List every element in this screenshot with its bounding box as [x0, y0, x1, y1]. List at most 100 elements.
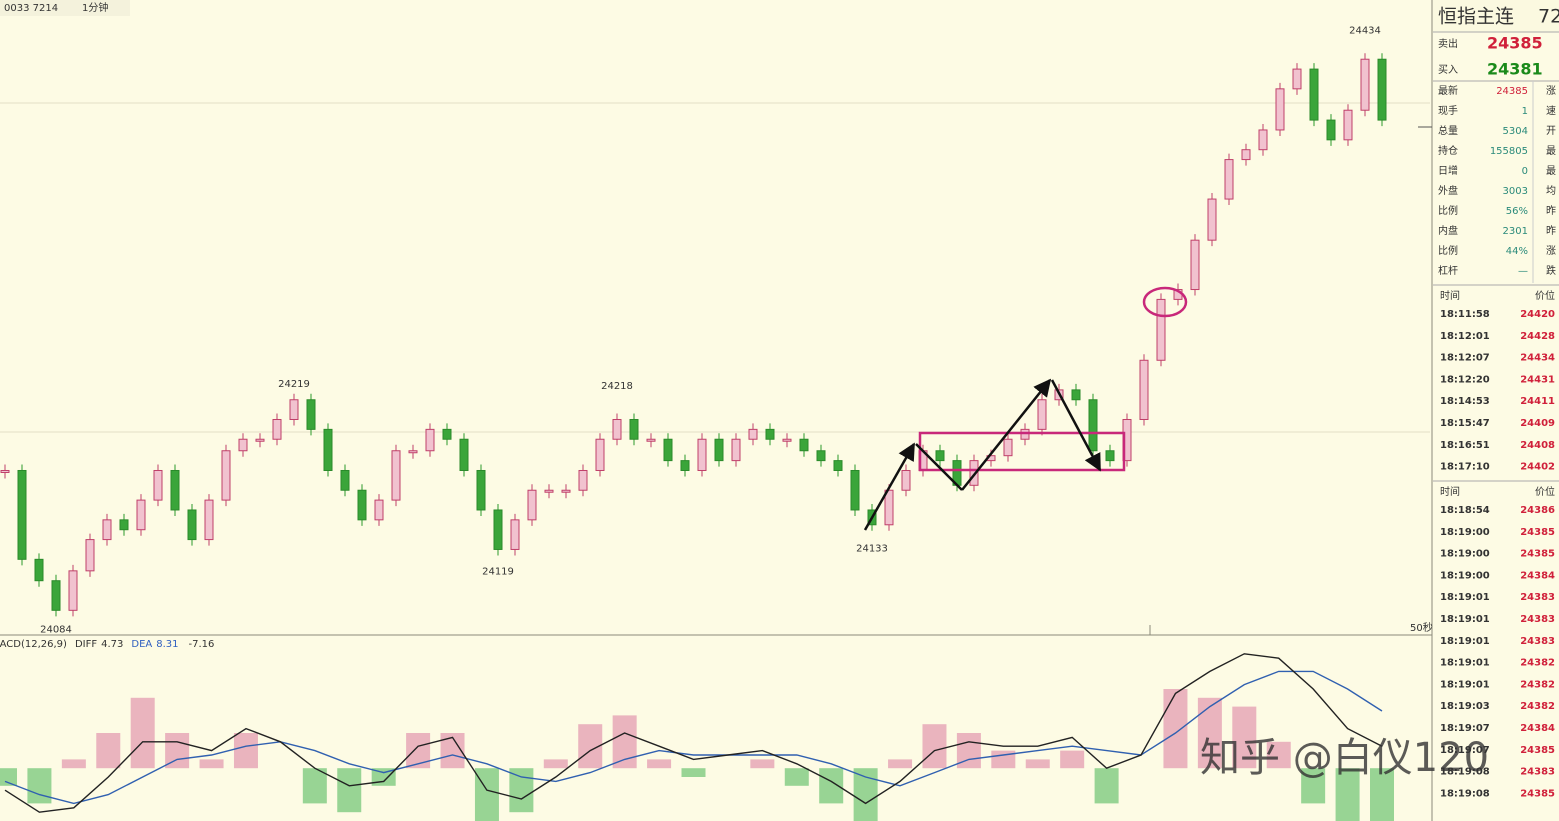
macd-header: MACD(12,26,9) DIFF 4.73 DEA 8.31 -7.16 — [0, 639, 214, 650]
candle — [102, 519, 112, 541]
candle — [289, 399, 299, 420]
candle — [663, 438, 673, 462]
stat-label: 日增 — [1438, 164, 1458, 177]
candle — [153, 469, 163, 501]
highlight-ellipse — [1142, 286, 1188, 318]
macd-name: MACD(12,26,9) — [0, 639, 67, 650]
candle — [170, 469, 180, 511]
diff-line — [4, 653, 1383, 813]
trade-price: 24382 — [1520, 701, 1555, 712]
candle — [391, 450, 401, 501]
macd-bar — [371, 768, 396, 786]
candle — [1190, 239, 1200, 291]
trades-header: 价位 — [1535, 289, 1555, 302]
candle — [595, 438, 605, 471]
diff-label: DIFF — [75, 639, 97, 650]
candle — [1105, 450, 1115, 462]
candle — [680, 460, 690, 471]
stat-label-right: 开 — [1546, 126, 1556, 137]
extreme-label: 24219 — [278, 379, 310, 390]
macd-panel — [0, 653, 1394, 821]
candle — [323, 428, 333, 471]
stat-label-right: 最 — [1546, 145, 1556, 157]
stat-label: 比例 — [1438, 244, 1458, 257]
macd-bar — [509, 768, 534, 813]
candle — [714, 438, 724, 462]
candle — [221, 450, 231, 501]
stat-label-right: 速 — [1546, 105, 1556, 117]
stat-value: 5304 — [1503, 126, 1528, 137]
trade-time: 18:19:07 — [1440, 745, 1490, 756]
stat-label-right: 跌 — [1546, 264, 1556, 277]
candle — [204, 499, 214, 541]
candle — [476, 469, 486, 511]
candle — [459, 438, 469, 471]
trade-time: 18:17:10 — [1440, 462, 1490, 473]
macd-bar — [1197, 697, 1222, 769]
candle — [901, 469, 911, 491]
extreme-label: 24084 — [40, 624, 72, 635]
candle — [357, 489, 367, 521]
macd-bar — [61, 759, 86, 769]
candle — [1326, 119, 1336, 141]
candle — [1003, 438, 1013, 457]
trade-time: 18:16:51 — [1440, 440, 1490, 451]
stat-label-right: 均 — [1546, 185, 1556, 197]
stat-label: 比例 — [1438, 204, 1458, 217]
candle — [51, 580, 61, 611]
candle — [561, 489, 571, 493]
trade-time: 18:15:47 — [1440, 418, 1490, 429]
arrow — [863, 442, 916, 531]
candle — [1071, 389, 1081, 401]
period-selector[interactable]: 1分钟 — [82, 1, 108, 14]
trade-price: 24383 — [1520, 614, 1555, 625]
candle — [1309, 68, 1319, 121]
candle — [1275, 88, 1285, 131]
stat-value: 44% — [1506, 246, 1528, 257]
macd-bar — [1301, 768, 1326, 804]
candle — [306, 399, 316, 430]
arrow — [915, 443, 963, 491]
trade-time: 18:12:20 — [1440, 374, 1490, 385]
candle — [0, 469, 10, 473]
extreme-label: 24434 — [1349, 25, 1381, 36]
extreme-label: 24119 — [482, 567, 514, 578]
candle — [510, 519, 520, 550]
candle — [374, 499, 384, 521]
candle — [340, 469, 350, 491]
candle — [884, 489, 894, 526]
dea-line — [4, 670, 1383, 805]
candle — [425, 428, 435, 452]
trades-header: 时间 — [1440, 289, 1460, 302]
trades-header: 价位 — [1535, 485, 1555, 498]
trade-time: 18:12:07 — [1440, 353, 1490, 364]
candle — [731, 438, 741, 462]
ask-label: 卖出 — [1438, 37, 1458, 50]
macd-bar — [1232, 706, 1257, 769]
symbol: 0033 7214 — [4, 3, 58, 14]
macd-bar — [922, 724, 947, 769]
macd-bar — [1025, 759, 1050, 769]
candle — [799, 438, 809, 452]
stat-value: 2301 — [1503, 226, 1528, 237]
stat-label-right: 昨 — [1546, 225, 1556, 237]
candle — [85, 539, 95, 572]
macd-bar — [96, 733, 121, 769]
candle — [578, 469, 588, 491]
candle — [969, 460, 979, 486]
candle — [1258, 129, 1268, 151]
candle — [17, 469, 27, 560]
trade-time: 18:19:01 — [1440, 592, 1490, 603]
trade-time: 18:19:08 — [1440, 767, 1490, 778]
consolidation-box — [918, 431, 1126, 472]
macd-bar — [681, 768, 706, 777]
macd-bar — [819, 768, 844, 804]
arrow — [1050, 379, 1102, 472]
stat-value: 56% — [1506, 206, 1528, 217]
ask-price: 24385 — [1487, 34, 1543, 53]
candle — [68, 570, 78, 611]
candle — [1139, 359, 1149, 420]
macd-bar — [0, 768, 17, 786]
trade-price: 24383 — [1520, 767, 1555, 778]
